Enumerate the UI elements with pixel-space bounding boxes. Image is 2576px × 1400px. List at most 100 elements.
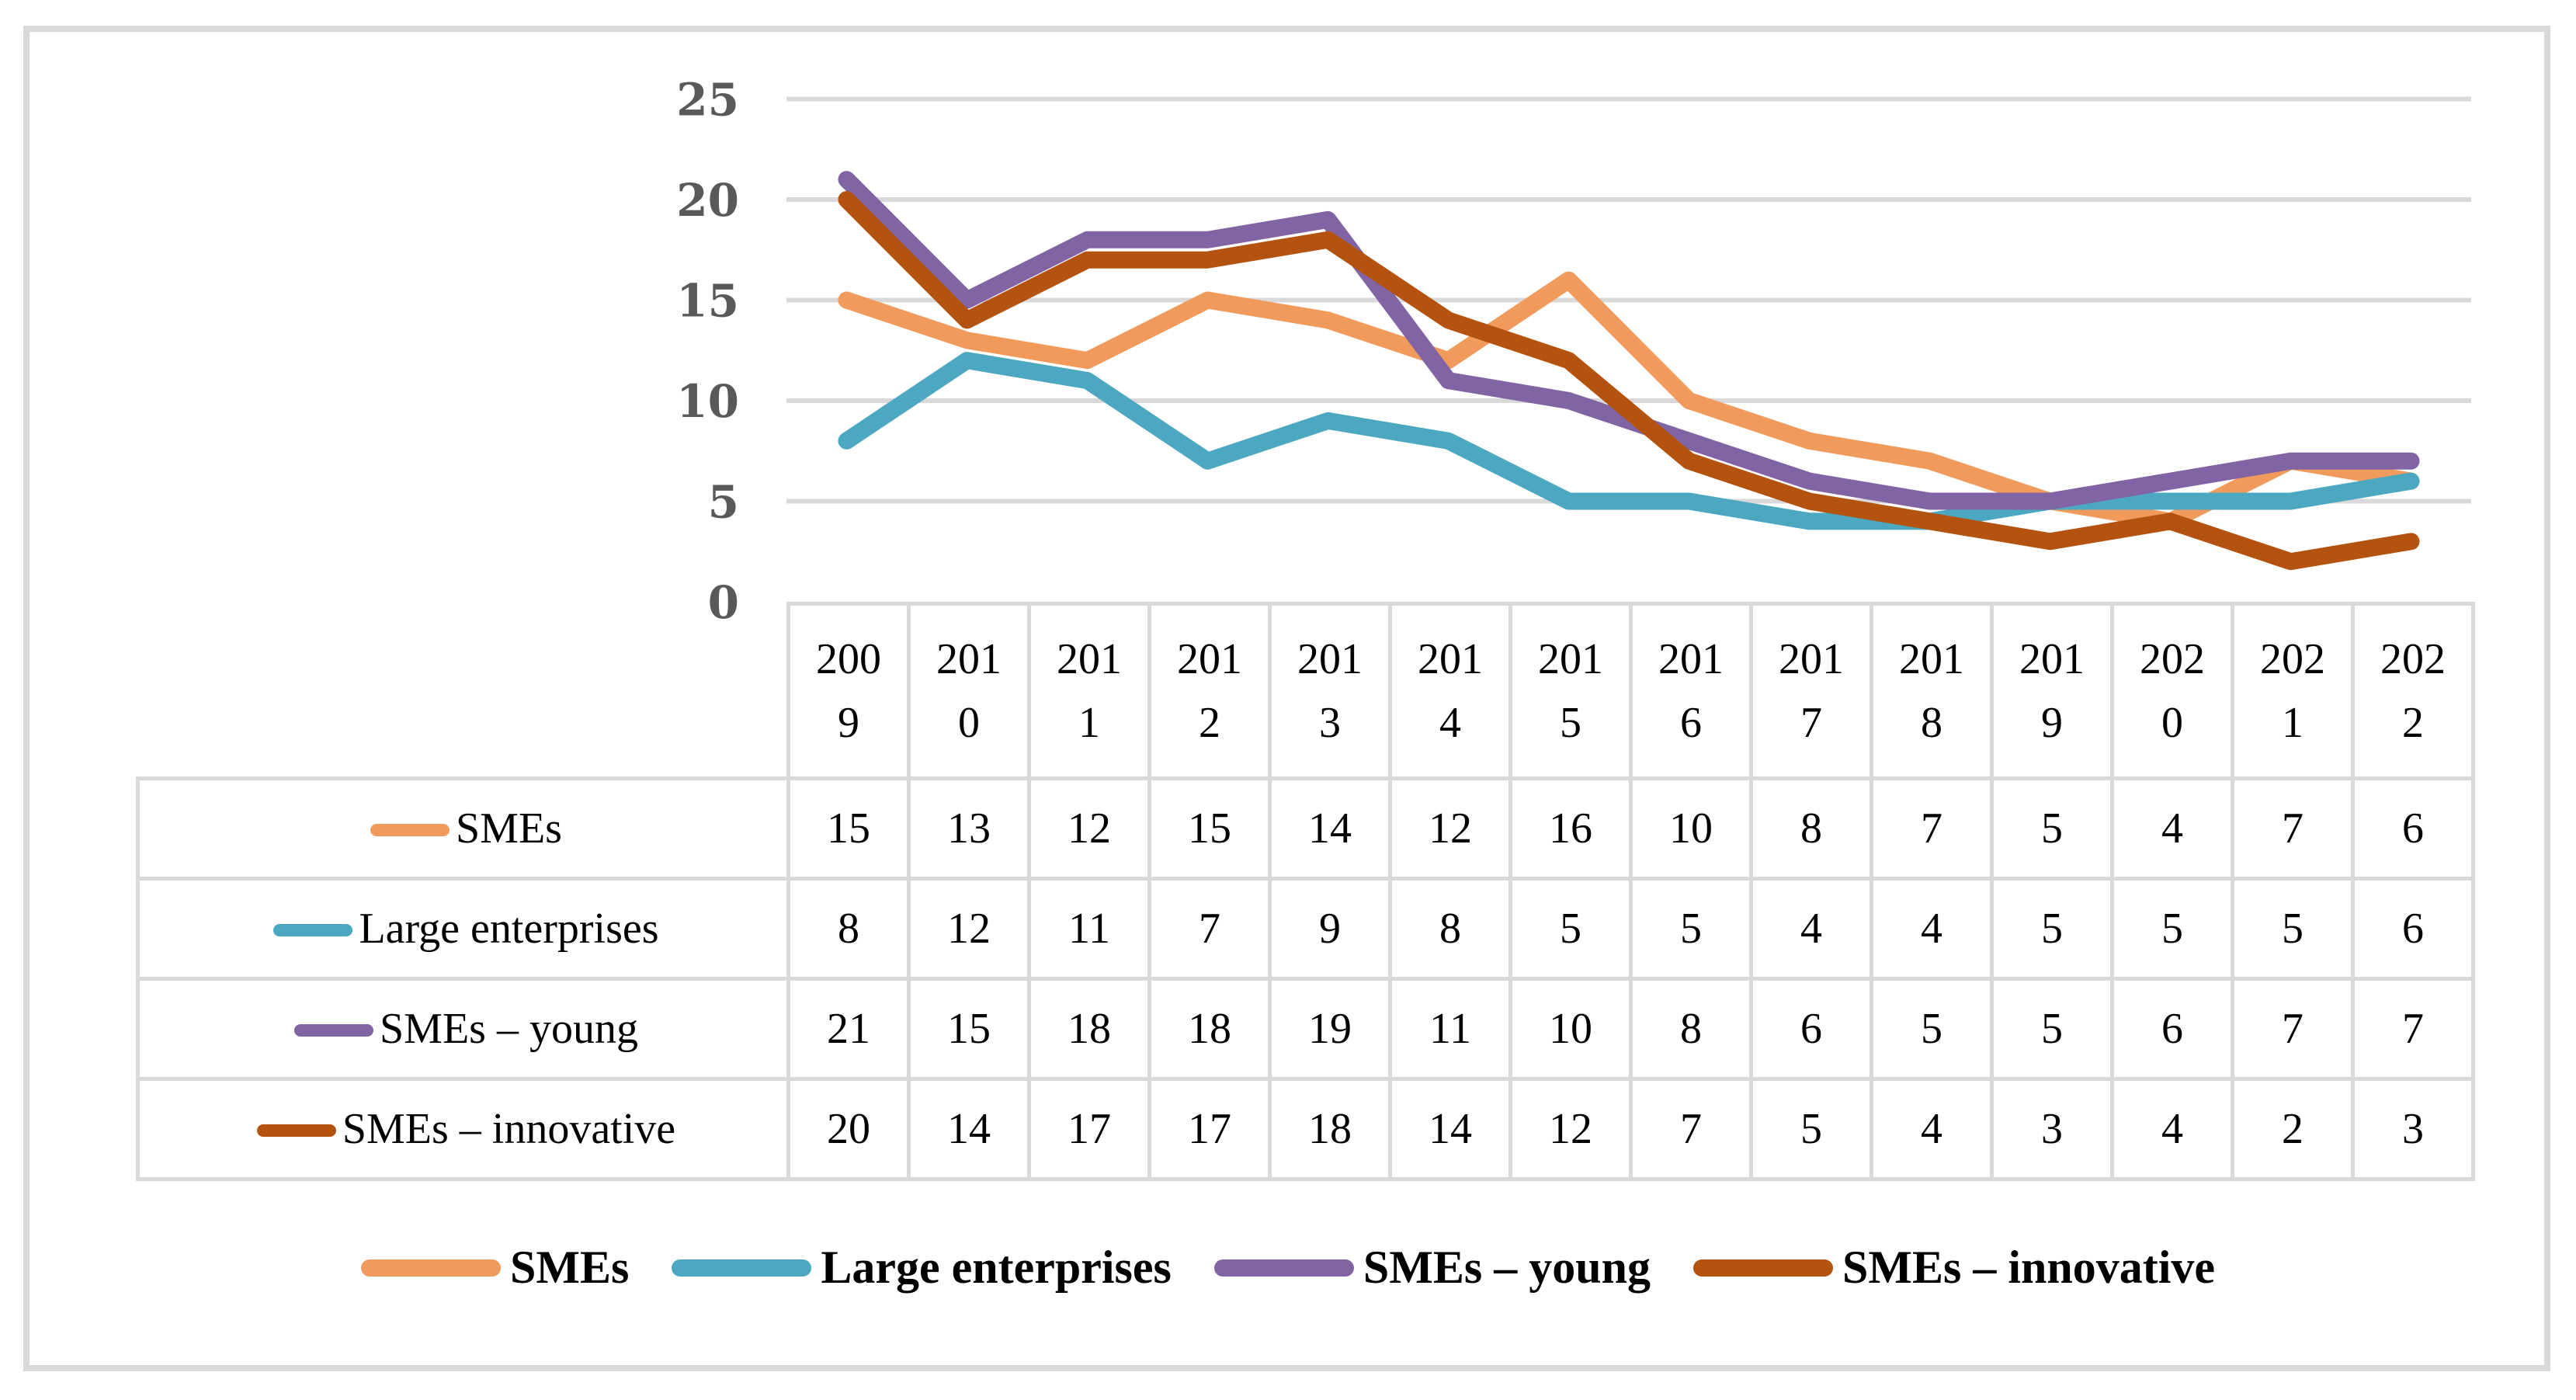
value-cell: 16: [1508, 776, 1633, 881]
value-cell: 7: [2231, 977, 2355, 1081]
value-cell: 6: [1749, 977, 1873, 1081]
series-label-cell: SMEs – innovative: [136, 1077, 790, 1181]
year-line-2: 6: [1680, 699, 1702, 747]
year-header-cell: 201 1: [1027, 602, 1151, 780]
value-cell: 13: [907, 776, 1031, 881]
series-label-cell: SMEs – young: [136, 977, 790, 1081]
value-cell: 6: [2351, 877, 2475, 981]
legend-label: SMEs – young: [1363, 1242, 1651, 1293]
value-cell: 4: [1749, 877, 1873, 981]
year-line-2: 5: [1560, 699, 1581, 747]
year-line-2: 2: [2402, 699, 2424, 747]
value-cell: 6: [2110, 977, 2234, 1081]
series-label-cell: Large enterprises: [136, 877, 790, 981]
year-line-2: 7: [1800, 699, 1822, 747]
value-cell: 17: [1147, 1077, 1272, 1181]
value-cell: 18: [1268, 1077, 1392, 1181]
legend-swatch-icon: [1213, 1259, 1354, 1277]
year-line-2: 0: [958, 699, 980, 747]
year-line-1: 201: [1658, 635, 1724, 683]
value-cell: 12: [1508, 1077, 1633, 1181]
figure-border: [23, 26, 2550, 1371]
value-cell: 5: [1990, 877, 2114, 981]
year-line-1: 201: [1177, 635, 1242, 683]
legend-label: Large enterprises: [821, 1242, 1172, 1293]
year-header-cell: 201 5: [1508, 602, 1633, 780]
table-row: SMEs – innovative 20 14 17 17 18 14 12 7 5 4 3 4 2 3: [136, 1077, 2475, 1181]
value-cell: 5: [1990, 776, 2114, 881]
y-axis-tick-label: 20: [676, 174, 739, 227]
year-header-cell: 201 4: [1388, 602, 1512, 780]
value-cell: 8: [786, 877, 911, 981]
chart-legend: SMEs Large enterprises SMEs – young SMEs – …: [0, 1241, 2576, 1294]
legend-item: SMEs: [360, 1241, 630, 1294]
legend-item: Large enterprises: [672, 1241, 1172, 1294]
year-line-2: 0: [2161, 699, 2183, 747]
value-cell: 18: [1027, 977, 1151, 1081]
year-header-cell: 201 3: [1268, 602, 1392, 780]
value-cell: 8: [1629, 977, 1753, 1081]
value-cell: 5: [1629, 877, 1753, 981]
value-cell: 4: [1870, 877, 1994, 981]
year-header-cell: 202 2: [2351, 602, 2475, 780]
year-line-1: 201: [1899, 635, 1964, 683]
value-cell: 20: [786, 1077, 911, 1181]
value-cell: 17: [1027, 1077, 1151, 1181]
value-cell: 7: [2231, 776, 2355, 881]
y-axis-tick-label: 10: [676, 375, 739, 428]
year-header-cell: 201 7: [1749, 602, 1873, 780]
value-cell: 3: [1990, 1077, 2114, 1181]
value-cell: 4: [2110, 1077, 2234, 1181]
year-line-2: 1: [1078, 699, 1100, 747]
value-cell: 8: [1388, 877, 1512, 981]
year-line-1: 202: [2140, 635, 2205, 683]
year-line-2: 8: [1921, 699, 1942, 747]
value-cell: 10: [1629, 776, 1753, 881]
value-cell: 19: [1268, 977, 1392, 1081]
value-cell: 14: [1388, 1077, 1512, 1181]
year-line-1: 201: [1057, 635, 1122, 683]
data-table: 200 9 201 0 201 1 201 2 201 3 201 4 201 5 201 6 201 7 201 8…: [136, 602, 2475, 1181]
value-cell: 15: [786, 776, 911, 881]
legend-item: SMEs – young: [1213, 1241, 1651, 1294]
series-label: SMEs: [456, 804, 562, 853]
year-header-cell: 202 1: [2231, 602, 2355, 780]
year-line-2: 2: [1199, 699, 1220, 747]
year-header-cell: 202 0: [2110, 602, 2234, 780]
year-line-2: 9: [838, 699, 859, 747]
table-row-years: 200 9 201 0 201 1 201 2 201 3 201 4 201 5 201 6 201 7 201 8…: [138, 602, 2475, 780]
year-line-2: 4: [1439, 699, 1461, 747]
value-cell: 14: [1268, 776, 1392, 881]
value-cell: 3: [2351, 1077, 2475, 1181]
legend-swatch-icon: [360, 1259, 501, 1277]
value-cell: 7: [1147, 877, 1272, 981]
year-line-1: 201: [1538, 635, 1603, 683]
series-label-cell: SMEs: [136, 776, 790, 881]
year-line-1: 200: [816, 635, 881, 683]
value-cell: 5: [2231, 877, 2355, 981]
value-cell: 7: [1629, 1077, 1753, 1181]
value-cell: 5: [1508, 877, 1633, 981]
series-swatch-icon: [256, 1124, 336, 1138]
year-line-1: 201: [2019, 635, 2085, 683]
year-header-cell: 201 2: [1147, 602, 1272, 780]
legend-label: SMEs – innovative: [1842, 1242, 2216, 1293]
table-row: SMEs 15 13 12 15 14 12 16 10 8 7 5 4 7 6: [136, 776, 2475, 881]
series-line-smes-innovative: [838, 191, 2420, 571]
year-header-cell: 201 6: [1629, 602, 1753, 780]
year-line-1: 201: [1418, 635, 1483, 683]
year-line-1: 201: [1297, 635, 1363, 683]
value-cell: 8: [1749, 776, 1873, 881]
value-cell: 12: [1027, 776, 1151, 881]
value-cell: 10: [1508, 977, 1633, 1081]
value-cell: 4: [1870, 1077, 1994, 1181]
series-label: SMEs – young: [380, 1005, 638, 1053]
value-cell: 5: [1990, 977, 2114, 1081]
table-row: SMEs – young 21 15 18 18 19 11 10 8 6 5 5 6 7 7: [136, 977, 2475, 1081]
legend-label: SMEs: [509, 1242, 630, 1293]
value-cell: 11: [1027, 877, 1151, 981]
value-cell: 14: [907, 1077, 1031, 1181]
legend-item: SMEs – innovative: [1692, 1241, 2216, 1294]
